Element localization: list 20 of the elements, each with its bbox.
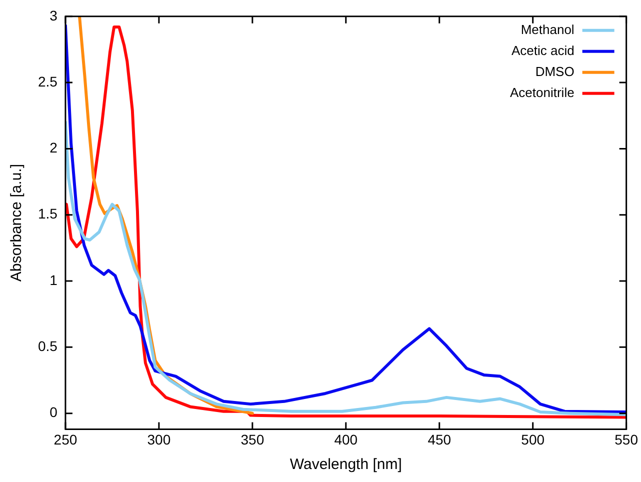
- y-axis-title: Absorbance [a.u.]: [8, 164, 26, 282]
- x-tick-label: 300: [147, 431, 171, 448]
- y-tick-label: 1.5: [38, 206, 58, 222]
- legend-label: Acetic acid: [511, 42, 574, 58]
- x-tick-label: 450: [428, 431, 452, 448]
- y-tick-label: 0: [50, 404, 58, 420]
- x-tick-label: 400: [334, 431, 358, 448]
- x-tick-label: 500: [521, 431, 545, 448]
- legend-label: DMSO: [535, 64, 574, 79]
- y-tick-label: 2: [50, 140, 58, 156]
- x-axis-title: Wavelength [nm]: [290, 456, 402, 474]
- y-tick-label: 2.5: [38, 73, 58, 90]
- y-tick-label: 3: [50, 7, 58, 24]
- x-tick-label: 250: [54, 431, 78, 448]
- legend-label: Acetonitrile: [510, 84, 574, 100]
- y-tick-label: 0.5: [38, 338, 58, 354]
- legend-label: Methanol: [520, 22, 574, 37]
- x-tick-label: 550: [614, 431, 638, 448]
- y-tick-label: 1: [50, 272, 58, 288]
- x-tick-label: 350: [240, 431, 264, 448]
